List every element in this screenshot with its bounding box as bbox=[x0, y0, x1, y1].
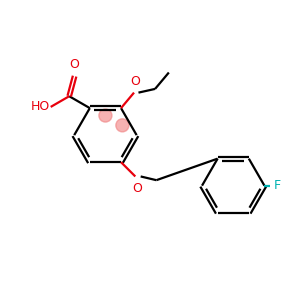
Circle shape bbox=[116, 119, 129, 132]
Text: O: O bbox=[70, 58, 80, 71]
Circle shape bbox=[99, 109, 112, 122]
Text: F: F bbox=[273, 179, 280, 192]
Text: O: O bbox=[132, 182, 142, 195]
Text: HO: HO bbox=[31, 100, 50, 113]
Text: O: O bbox=[130, 75, 140, 88]
